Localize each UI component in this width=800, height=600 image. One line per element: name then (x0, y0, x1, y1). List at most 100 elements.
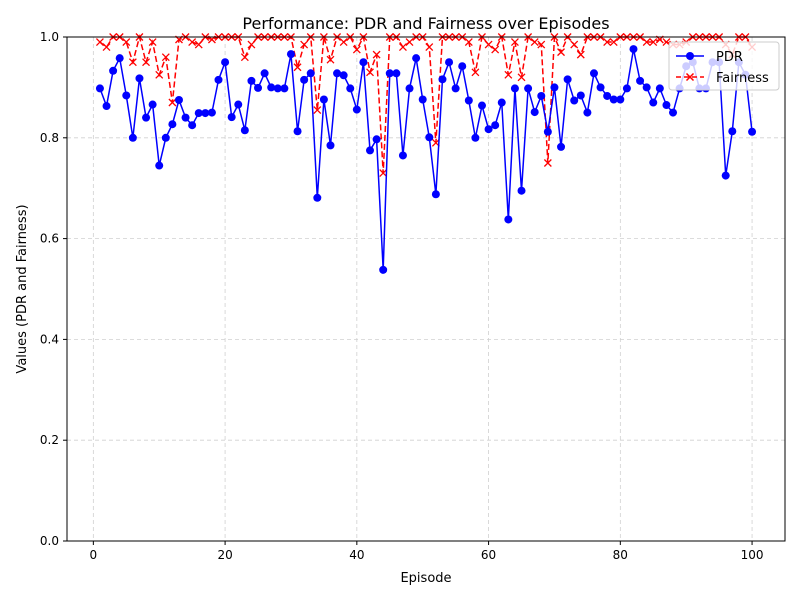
pdr-point (339, 71, 348, 80)
pdr-point (491, 121, 500, 130)
pdr-point (109, 66, 118, 75)
pdr-point (194, 109, 203, 118)
fairness-point (102, 43, 111, 52)
x-axis-label: Episode (400, 571, 451, 586)
pdr-point (260, 69, 269, 78)
pdr-point (254, 83, 263, 92)
pdr-point (102, 102, 111, 111)
fairness-point (530, 38, 539, 46)
pdr-point (385, 69, 394, 78)
fairness-point (313, 106, 322, 115)
pdr-point (728, 127, 737, 136)
pdr-point (128, 133, 137, 142)
y-tick-label: 0.2 (40, 433, 59, 447)
pdr-point (346, 84, 355, 93)
pdr-point (589, 69, 598, 78)
y-tick-label: 0.8 (40, 131, 59, 145)
pdr-point (642, 83, 651, 92)
fairness-point (484, 40, 493, 49)
fairness-point (247, 40, 256, 49)
pdr-point (359, 58, 368, 67)
fairness-point (161, 53, 170, 62)
pdr-point (622, 84, 631, 93)
pdr-point (313, 193, 322, 202)
fairness-point (142, 58, 151, 67)
pdr-point (201, 109, 210, 118)
pdr-point (438, 75, 447, 84)
pdr-point (550, 83, 559, 92)
pdr-point (122, 91, 131, 100)
fairness-point (398, 43, 407, 52)
pdr-point (576, 91, 585, 100)
fairness-point (504, 70, 513, 79)
pdr-point (570, 96, 579, 105)
y-axis-label: Values (PDR and Fairness) (15, 204, 30, 373)
pdr-point (484, 125, 493, 134)
pdr-point (286, 50, 295, 59)
pdr-point (293, 127, 302, 136)
pdr-point (142, 113, 151, 122)
fairness-point (188, 38, 197, 46)
pdr-point (392, 69, 401, 78)
fairness-point (570, 40, 579, 49)
y-tick-label: 0.0 (40, 534, 59, 548)
pdr-point (537, 91, 546, 100)
pdr-point (748, 127, 757, 136)
fairness-point (543, 159, 552, 167)
pdr-point (563, 75, 572, 84)
pdr-point (174, 96, 183, 104)
pdr-point (649, 98, 658, 107)
pdr-point (221, 58, 230, 67)
pdr-point (504, 215, 513, 224)
fairness-point (128, 58, 137, 67)
fairness-point (517, 73, 526, 82)
fairness-point (240, 53, 249, 62)
x-tick-label: 100 (741, 548, 764, 562)
pdr-point (530, 108, 539, 117)
pdr-point (326, 141, 335, 150)
fairness-point (372, 50, 381, 59)
pdr-point (161, 133, 170, 142)
x-tick-label: 20 (217, 548, 232, 562)
fairness-point (603, 38, 612, 46)
pdr-point (240, 126, 249, 135)
pdr-point (445, 58, 454, 67)
pdr-point (583, 108, 592, 117)
pdr-point (273, 84, 282, 93)
legend-pdr-marker (686, 52, 694, 60)
pdr-point (629, 45, 638, 54)
fairness-point (537, 40, 546, 49)
pdr-point (306, 69, 315, 78)
pdr-point (214, 75, 223, 84)
pdr-point (181, 113, 190, 122)
pdr-point (412, 54, 421, 63)
fairness-point (148, 38, 157, 46)
pdr-point (517, 186, 526, 195)
series-pdr (95, 45, 757, 274)
fairness-point (194, 40, 203, 49)
fairness-point (293, 63, 302, 72)
fairness-point (155, 70, 164, 79)
pdr-point (352, 105, 361, 114)
pdr-point (379, 265, 388, 274)
pdr-point (616, 95, 625, 104)
fairness-point (122, 38, 131, 46)
pdr-point (636, 76, 645, 85)
plot-frame (66, 36, 786, 542)
axis-ticks: 0 20 40 60 80 100 0.0 0.2 0.4 0.6 0.8 1.0 (40, 30, 764, 562)
fairness-point (352, 45, 361, 54)
fairness-point (557, 48, 565, 57)
pdr-point (227, 113, 236, 122)
chart-title: Performance: PDR and Fairness over Episo… (242, 14, 609, 33)
legend-fairness-label: Fairness (716, 71, 769, 86)
pdr-point (425, 133, 434, 142)
pdr-point (451, 84, 460, 93)
fairness-point (339, 38, 348, 46)
pdr-point (267, 83, 276, 92)
pdr-point (662, 101, 671, 110)
pdr-point (115, 54, 124, 63)
pdr-point (95, 84, 104, 93)
fairness-point (300, 40, 309, 49)
pdr-point (148, 100, 157, 109)
